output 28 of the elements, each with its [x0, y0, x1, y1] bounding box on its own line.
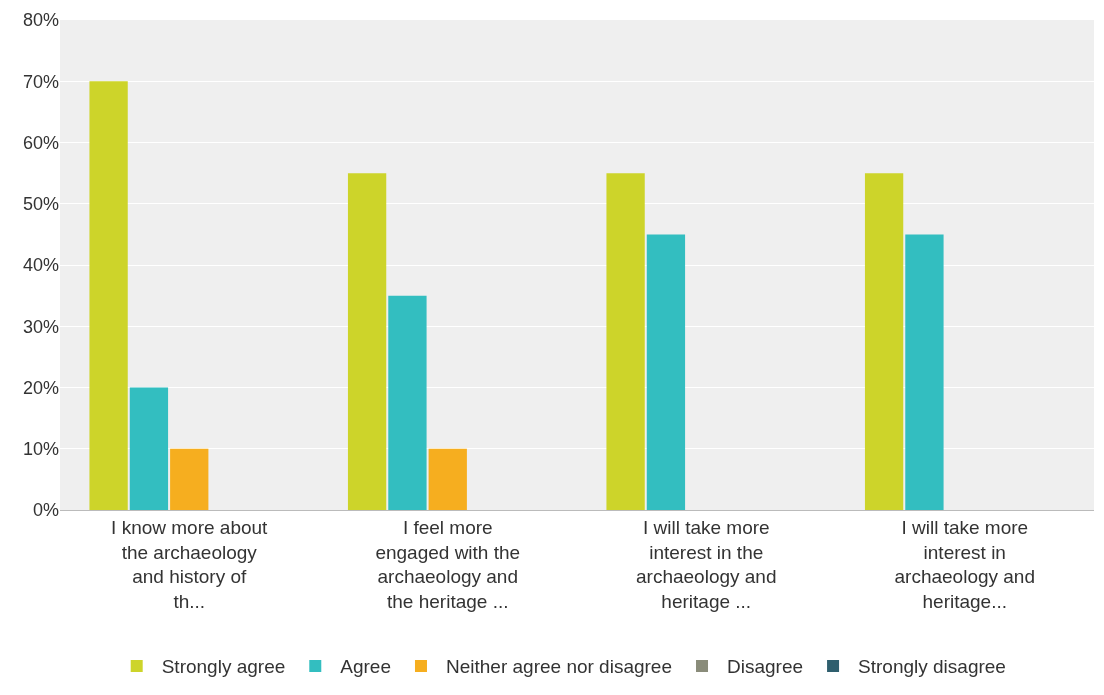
legend-label: Strongly disagree [858, 656, 1006, 678]
bar [89, 81, 128, 510]
bar [129, 387, 169, 510]
y-tick-label: 60% [22, 132, 59, 153]
legend-label: Agree [340, 656, 391, 678]
y-tick-label: 30% [22, 316, 59, 337]
x-tick-label: I will take more interest in the archaeology and heritage ... [636, 516, 777, 612]
bar [606, 173, 645, 510]
legend-label: Neither agree nor disagree [445, 656, 673, 678]
y-tick-label: 20% [22, 377, 59, 398]
y-tick-label: 50% [22, 194, 59, 215]
y-tick-label: 0% [32, 500, 59, 521]
bar [428, 448, 467, 510]
y-tick-label: 80% [22, 10, 59, 31]
x-tick-label: I know more about the archaeology and history of th... [111, 516, 269, 612]
y-tick-label: 10% [22, 439, 59, 460]
x-tick-label: I feel more engaged with the archaeology and the heritage ... [375, 516, 521, 612]
bar [347, 173, 387, 510]
legend-label: Disagree [727, 656, 804, 678]
y-tick-label: 70% [22, 71, 59, 92]
bar [170, 448, 209, 510]
bar [864, 173, 904, 510]
bar [388, 295, 427, 510]
bar [905, 234, 944, 510]
y-tick-label: 40% [22, 255, 59, 276]
x-tick-label: I will take more interest in archaeology and heritage... [894, 516, 1035, 612]
legend-label: Strongly agree [161, 656, 286, 678]
bar [646, 234, 686, 510]
